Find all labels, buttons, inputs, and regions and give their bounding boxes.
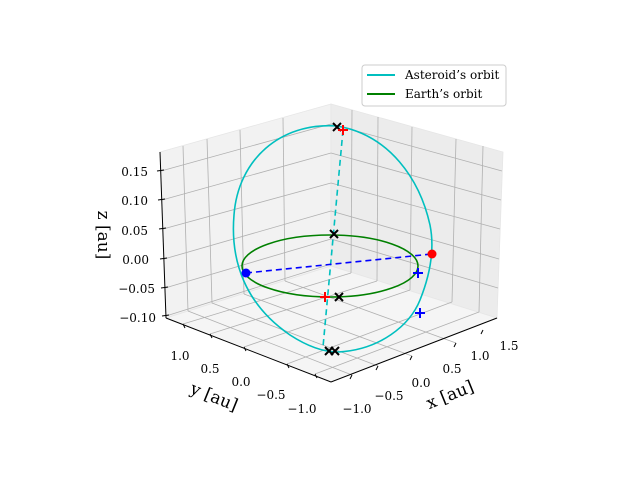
legend: Asteroid’s orbit Earth’s orbit [361,64,507,107]
z-tick: −0.05 [118,282,155,296]
x-marker-icon [334,292,344,302]
y-tick: 0.0 [231,375,250,389]
y-axis-line [165,317,332,383]
x-tick: −0.5 [374,389,403,403]
z-tick: 0.10 [121,194,148,208]
legend-label-asteroid: Asteroid’s orbit [404,68,499,82]
z-tick: −0.10 [119,311,156,325]
tick-marks [156,169,484,380]
x-tick: 1.0 [470,349,489,363]
grid-floor [182,272,480,376]
legend-label-earth: Earth’s orbit [405,87,482,101]
z-tick: 0.00 [122,253,149,267]
z-tick-labels: 0.15 0.10 0.05 0.00 −0.05 −0.10 [118,165,156,325]
z-axis-line [159,151,167,319]
x-tick-labels: −1.0 −0.5 0.0 0.5 1.0 1.5 [342,339,518,416]
z-tick: 0.15 [121,165,148,179]
plus-marker-icon [415,308,425,318]
z-axis-label: z [au] [93,211,113,260]
x-tick: 0.0 [411,376,430,390]
plus-marker-icon [338,125,348,135]
x-tick: 1.5 [499,339,518,353]
x-marker-icon [330,346,340,356]
line-of-nodes [322,129,344,348]
x-tick: 0.5 [442,362,461,376]
blue-plus-markers [413,268,425,318]
z-tick: 0.05 [121,224,148,238]
y-tick-labels: 1.0 0.5 0.0 −0.5 −1.0 [170,349,316,416]
plus-marker-icon [413,268,423,278]
axis-lines [159,151,498,383]
plus-marker-icon [320,292,330,302]
grid-right [330,109,503,313]
x-axis-label: x [au] [424,377,477,414]
x-axis-line [330,317,498,383]
red-plus-markers [320,125,348,302]
asteroid-orbit [232,125,433,353]
y-tick: 0.5 [200,362,219,376]
x-tick: −1.0 [342,402,371,416]
y-tick: −0.5 [256,388,285,402]
y-tick: −1.0 [287,402,316,416]
aphelion-dot [427,249,437,259]
x-markers [324,122,344,356]
y-tick: 1.0 [170,349,189,363]
x-marker-icon [329,229,339,239]
grid-left [160,117,332,317]
perihelion-dot [241,268,251,278]
line-of-apsides [245,253,433,274]
